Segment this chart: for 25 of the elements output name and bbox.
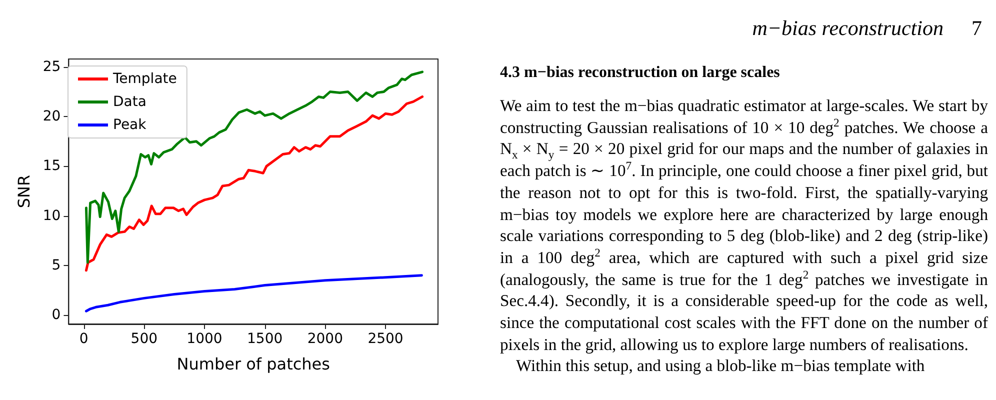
text: m−bias reconstruction [752,16,944,40]
legend-label: Data [113,94,146,110]
x-tick-label: 2500 [368,331,404,347]
text: 4.3 m−bias reconstruction on large scales [500,64,781,82]
x-axis-title: Number of patches [176,354,330,374]
x-tick-label: 0 [79,331,88,347]
y-tick-label: 25 [42,58,61,75]
legend-label: Peak [113,117,148,133]
line-series [84,70,424,264]
x-tick-label: 500 [130,331,158,347]
x-tick-label: 2000 [307,331,343,347]
line-series [84,95,424,272]
y-axis-title: SNR [14,174,34,208]
y-tick-label: 20 [42,108,61,125]
legend-label: Template [112,71,177,87]
x-tick-label: 1000 [186,331,222,347]
x-tick-label: 1500 [247,331,283,347]
y-tick-label: 5 [52,257,61,274]
y-tick-label: 10 [42,208,61,224]
line-series [84,274,423,312]
text: 7 [972,16,982,40]
y-tick-label: 0 [52,307,61,324]
text: 7 [626,160,632,173]
y-tick-label: 15 [42,158,61,174]
text: Within this setup, and using a blob-like m−bias template with [515,355,926,378]
